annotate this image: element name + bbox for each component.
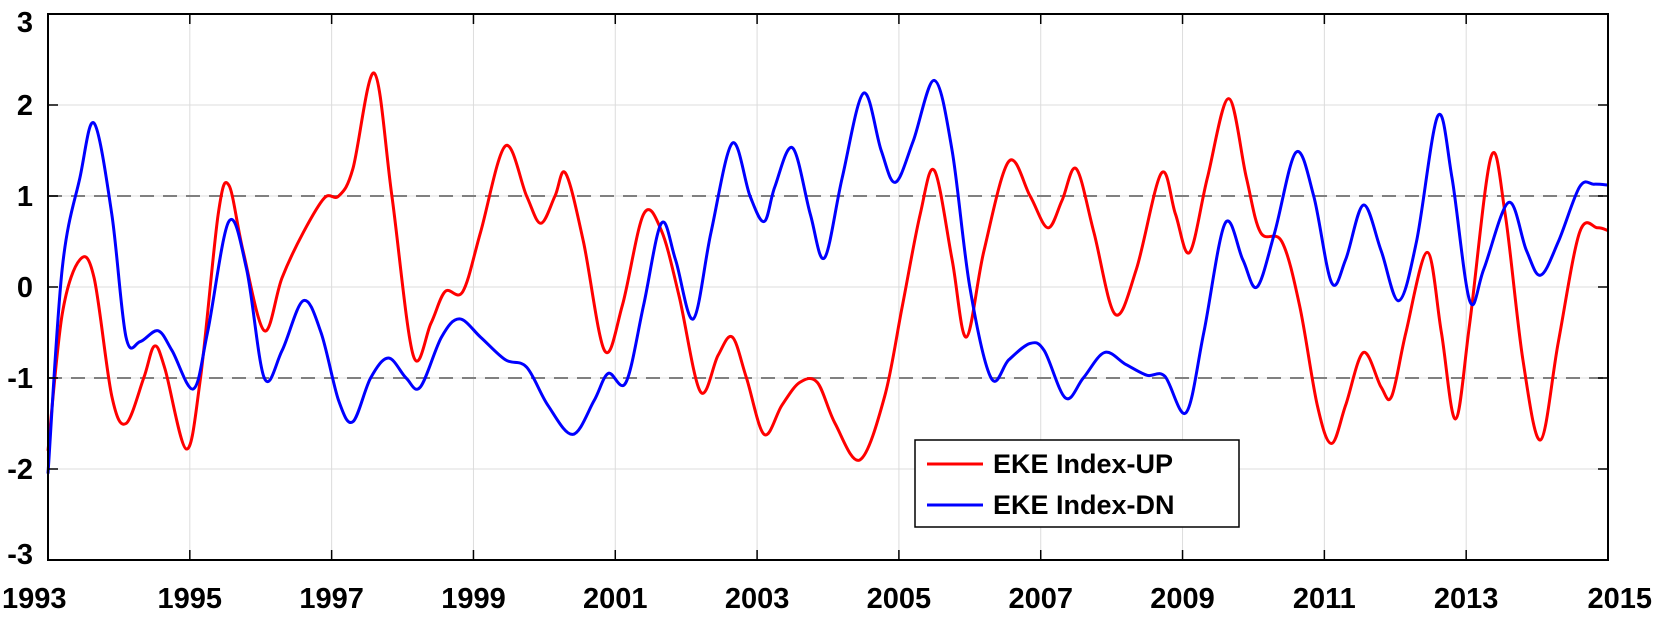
x-tick-label: 2007: [1008, 583, 1073, 615]
y-tick-label: 2: [17, 90, 33, 122]
x-tick-label: 2003: [725, 583, 790, 615]
x-tick-label: 2013: [1434, 583, 1499, 615]
y-tick-label: -1: [7, 363, 33, 395]
x-tick-label: 1999: [441, 583, 506, 615]
x-tick-label: 2011: [1293, 583, 1356, 615]
legend-label-up: EKE Index-UP: [993, 449, 1173, 479]
y-tick-labels: 3 2 1 0 -1 -2 -3: [7, 7, 33, 571]
legend: EKE Index-UP EKE Index-DN: [914, 439, 1240, 528]
legend-box: [914, 439, 1240, 528]
x-tick-labels: 1993 1995 1997 1999 2001 2003 2005 2007 2009 2011…: [2, 583, 1652, 615]
x-tick-label: 1995: [158, 583, 223, 615]
series-line-up: [46, 71, 1609, 462]
x-tick-label: 2001: [583, 583, 648, 615]
y-tick-label: -3: [7, 539, 33, 571]
legend-label-dn: EKE Index-DN: [993, 490, 1175, 520]
series-line-dn: [46, 78, 1609, 474]
reference-lines: [48, 195, 1608, 379]
axis-ticks: [47, 13, 1609, 561]
y-tick-label: 3: [17, 7, 33, 39]
y-tick-label: 0: [17, 272, 33, 304]
x-tick-label: 1993: [2, 583, 67, 615]
series-lines: [46, 71, 1609, 474]
x-tick-label: 2005: [867, 583, 932, 615]
y-tick-label: 1: [17, 181, 33, 213]
x-tick-label: 2015: [1587, 583, 1652, 615]
x-tick-label: 2009: [1150, 583, 1215, 615]
x-tick-label: 1997: [299, 583, 364, 615]
y-tick-label: -2: [7, 454, 33, 486]
